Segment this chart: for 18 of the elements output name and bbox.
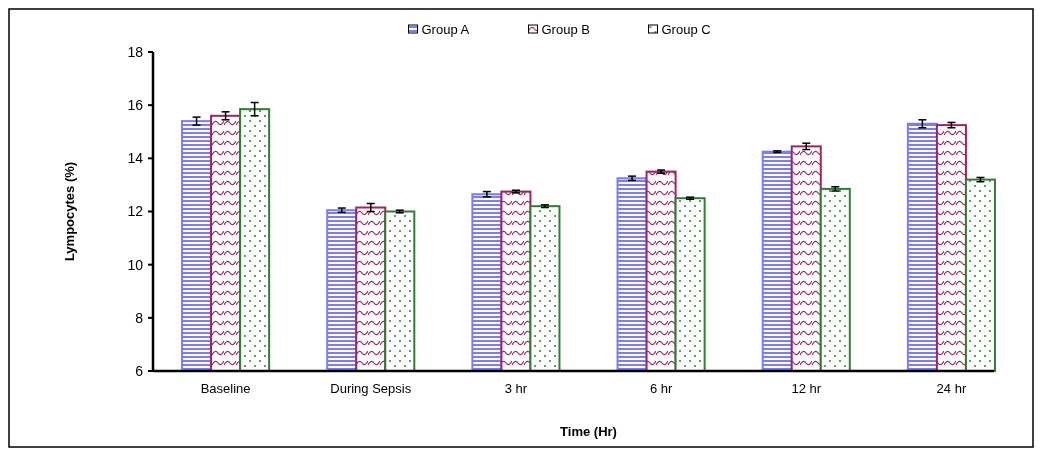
legend-label: Group C — [661, 22, 711, 37]
x-tick-label: During Sepsis — [330, 381, 412, 396]
x-axis-title: Time (Hr) — [560, 424, 617, 439]
y-axis-title: Lympocytes (%) — [62, 161, 77, 262]
y-tick-label: 8 — [135, 309, 144, 326]
y-tick-label: 6 — [135, 362, 144, 379]
legend-label: Group B — [541, 22, 590, 37]
y-tick-label: 10 — [127, 256, 144, 273]
x-tick-label: 6 hr — [649, 381, 673, 396]
y-tick-label: 14 — [127, 150, 144, 167]
y-tick-label: 18 — [127, 43, 144, 60]
y-tick-label: 12 — [127, 203, 144, 220]
y-tick-label: 16 — [127, 97, 144, 114]
x-tick-label: 12 hr — [791, 381, 822, 396]
x-tick-label: 3 hr — [504, 381, 528, 396]
x-tick-label: Baseline — [200, 381, 251, 396]
legend-label: Group A — [421, 22, 470, 37]
x-tick-label: 24 hr — [936, 381, 967, 396]
